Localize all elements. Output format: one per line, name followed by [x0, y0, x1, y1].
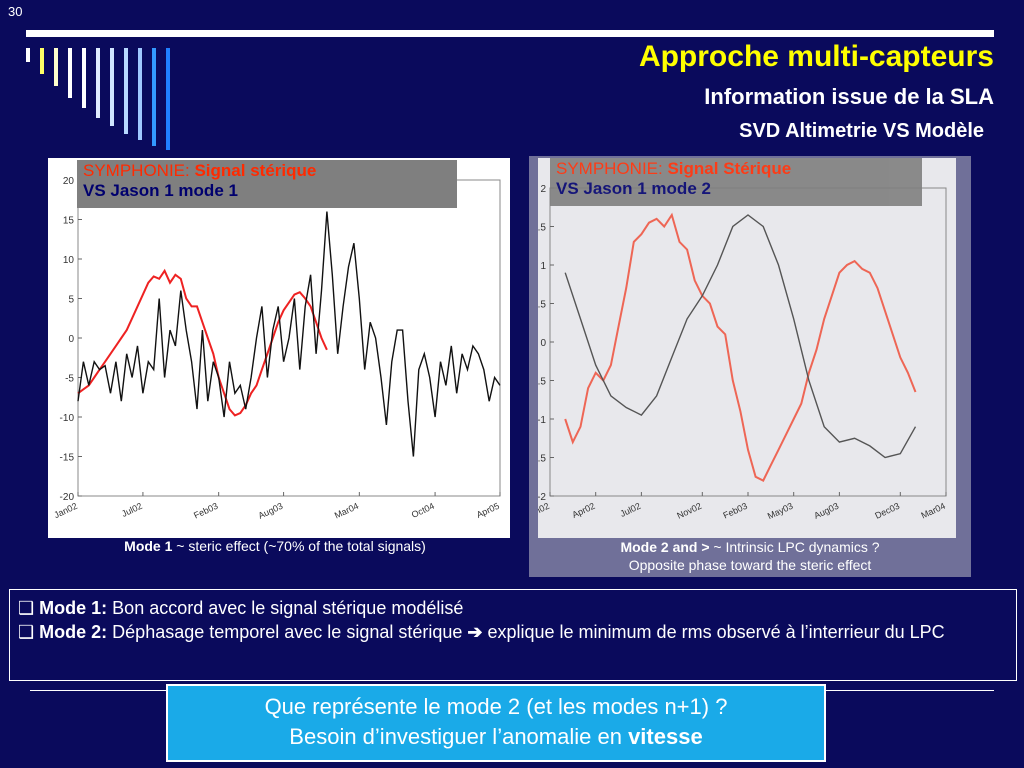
question-line2-prefix: Besoin d’investiguer l’anomalie en: [289, 724, 629, 749]
chart1-caption: Mode 1 ~ steric effect (~70% of the tota…: [50, 538, 500, 554]
chart2-legend-bold: Signal Stérique: [667, 159, 792, 178]
chart1-caption-bold: Mode 1: [124, 538, 173, 554]
decorative-bar: [110, 48, 114, 126]
top-rule: [26, 30, 994, 37]
chart2-x-tick-label: Aug03: [812, 501, 840, 521]
decorative-bar: [124, 48, 128, 134]
chart2-x-tick-label: Feb03: [721, 501, 748, 521]
chart2-y-tick-label: 2: [540, 184, 546, 195]
decorative-bar: [40, 48, 44, 74]
slide-subtitle: Information issue de la SLA: [704, 84, 994, 109]
note2-text2: explique le minimum de rms observé à l’i…: [482, 622, 945, 642]
chart2-legend-prefix: SYMPHONIE:: [556, 159, 668, 178]
chart2-y-tick-label: -0.5: [538, 377, 546, 388]
chart2-legend-line2: VS Jason 1 mode 2: [556, 179, 711, 198]
chart1-y-tick-label: -15: [60, 453, 75, 464]
chart1-y-tick-label: 5: [68, 295, 74, 306]
checkbox-bullet-icon: ❑: [18, 622, 35, 642]
chart2-caption-bold: Mode 2 and >: [620, 539, 710, 555]
chart2-caption: Mode 2 and > ~ Intrinsic LPC dynamics ? …: [529, 538, 971, 574]
chart1-legend-bold: Signal stérique: [194, 161, 317, 180]
chart1-x-tick-label: Apr05: [475, 501, 501, 520]
chart2-y-tick-label: 0.5: [538, 300, 546, 311]
chart1-legend-line2: VS Jason 1 mode 1: [83, 181, 238, 200]
chart1-x-tick-label: Oct04: [410, 501, 436, 520]
decorative-bar: [82, 48, 86, 108]
chart2-y-tick-label: -1: [538, 415, 546, 426]
chart2-series-line-1: [564, 212, 917, 482]
chart1-y-tick-label: 15: [63, 216, 75, 227]
checkbox-bullet-icon: ❑: [18, 598, 35, 618]
chart1-series-line-1: [77, 268, 328, 417]
chart1-x-tick-label: Feb03: [192, 501, 219, 521]
slide-title: Approche multi-capteurs: [638, 40, 994, 73]
decorative-bar: [166, 48, 170, 150]
chart2-x-tick-label: Nov02: [675, 501, 703, 521]
chart2-legend: SYMPHONIE: Signal Stérique VS Jason 1 mo…: [550, 158, 922, 206]
chart2-x-tick-label: Mar04: [919, 501, 946, 521]
note-line-1: ❑ Mode 1: Bon accord avec le signal stér…: [18, 596, 1008, 620]
chart2-y-tick-label: 1.5: [538, 223, 546, 234]
chart1-y-tick-label: 0: [68, 334, 74, 345]
slide-subsubtitle: SVD Altimetrie VS Modèle: [739, 120, 984, 142]
chart1-x-tick-label: Jan02: [52, 501, 78, 520]
chart2-series-line-2: [564, 214, 917, 459]
chart1-y-tick-label: -5: [65, 374, 74, 385]
chart1-legend-prefix: SYMPHONIE:: [83, 161, 195, 180]
chart2-y-tick-label: 1: [540, 261, 546, 272]
chart2-x-tick-label: May03: [766, 501, 795, 521]
chart2-caption-rest: ~ Intrinsic LPC dynamics ?: [709, 539, 880, 555]
decorative-bar: [138, 48, 142, 140]
slide-number: 30: [8, 4, 23, 19]
notes-box: ❑ Mode 1: Bon accord avec le signal stér…: [9, 589, 1017, 681]
question-line2-bold: vitesse: [628, 724, 703, 749]
chart2-x-tick-label: Jul02: [619, 501, 643, 519]
chart1-y-tick-label: 10: [63, 255, 75, 266]
note1-text: Bon accord avec le signal stérique modél…: [107, 598, 464, 618]
chart2-caption-line2: Opposite phase toward the steric effect: [628, 557, 872, 573]
note1-label: Mode 1:: [39, 598, 108, 618]
chart1-caption-rest: ~ steric effect (~70% of the total signa…: [172, 538, 426, 554]
decorative-bar: [26, 48, 30, 62]
note-line-2: ❑ Mode 2: Déphasage temporel avec le sig…: [18, 620, 1008, 644]
chart1-y-tick-label: 20: [63, 176, 75, 187]
decorative-bar: [96, 48, 100, 118]
arrow-right-icon: ➔: [467, 622, 483, 642]
chart1-legend: SYMPHONIE: Signal stérique VS Jason 1 mo…: [77, 160, 457, 208]
question-box: Que représente le mode 2 (et les modes n…: [166, 684, 826, 762]
chart2-x-tick-label: Dec03: [873, 501, 901, 521]
chart1-y-tick-label: -20: [60, 492, 75, 503]
chart2-x-tick-label: Apr02: [571, 501, 597, 520]
question-line1: Que représente le mode 2 (et les modes n…: [264, 694, 728, 719]
chart1-x-tick-label: Mar04: [333, 501, 360, 521]
chart2-y-tick-label: 0: [540, 338, 546, 349]
chart1-container: 20 15 10 5 0 -5 -10 -15 -20 Jan02 Jul02 Feb03 Aug03 M…: [48, 158, 510, 538]
chart2-y-tick-label: -2: [538, 492, 546, 503]
chart1-x-tick-label: Aug03: [257, 501, 285, 521]
chart1-x-tick-label: Jul02: [120, 501, 144, 519]
chart2-y-tick-label: -1.5: [538, 454, 546, 465]
decorative-bar: [54, 48, 58, 86]
chart1-y-tick-label: -10: [60, 413, 75, 424]
chart2-x-tick-label: Jan02: [538, 501, 551, 520]
note2-label: Mode 2:: [39, 622, 108, 642]
decorative-bar: [68, 48, 72, 98]
decorative-bar: [152, 48, 156, 146]
chart1-series-line-2: [77, 211, 501, 457]
note2-text: Déphasage temporel avec le signal stériq…: [107, 622, 468, 642]
